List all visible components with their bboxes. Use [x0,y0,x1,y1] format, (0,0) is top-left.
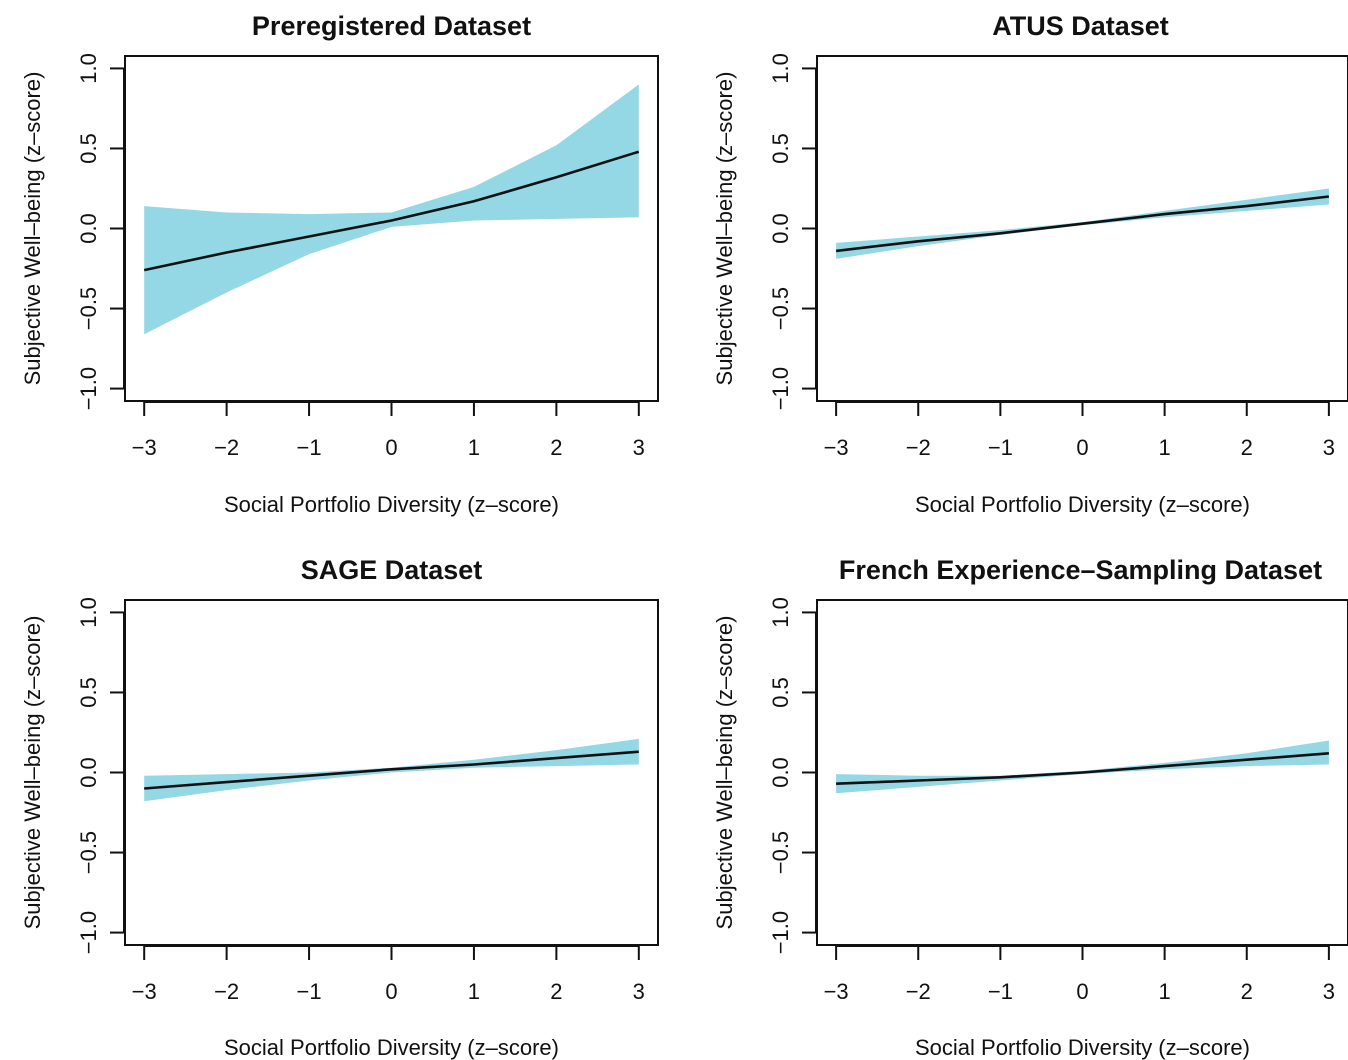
confidence-band [836,740,1329,794]
y-axis-label: Subjective Well–being (z–score) [712,616,737,930]
x-tick-label: −1 [297,435,322,460]
fit-line [143,150,640,272]
chart-panel-1: −3 −2 −1 0 1 2 3 −1.0 −0.5 0.0 0.5 1.0 Preregistered… [20,11,659,517]
x-tick-label: 0 [385,979,397,1004]
chart-panel-4: −3 −2 −1 0 1 2 3 −1.0 −0.5 0.0 0.5 1.0 French Experi… [712,555,1348,1060]
x-tick-label: −1 [988,979,1013,1004]
y-tick-label: −0.5 [768,831,793,874]
x-tick-label: 3 [1323,435,1335,460]
y-axis-label: Subjective Well–being (z–score) [20,72,45,386]
chart-panel-2: −3 −2 −1 0 1 2 3 −1.0 −0.5 0.0 0.5 1.0 ATUS Dataset S… [712,11,1348,517]
x-tick-label: 1 [1159,979,1171,1004]
y-tick-label: 0.5 [768,677,793,708]
y-tick-label: 0.0 [76,757,101,788]
y-tick-label: 1.0 [768,53,793,84]
y-tick-label: −1.0 [768,911,793,954]
y-axis-label: Subjective Well–being (z–score) [20,616,45,930]
chart-title: SAGE Dataset [301,555,483,585]
chart-panel-3: −3 −2 −1 0 1 2 3 −1.0 −0.5 0.0 0.5 1.0 SAGE Dataset S… [20,555,659,1060]
y-tick-label: 0.5 [76,677,101,708]
y-tick-label: −1.0 [768,367,793,410]
y-tick-label: 0.0 [768,213,793,244]
x-tick-label: 3 [633,979,645,1004]
y-tick-label: 0.5 [76,133,101,164]
x-axis-label: Social Portfolio Diversity (z–score) [915,1035,1250,1060]
x-tick-label: −3 [824,979,849,1004]
fit-line [835,195,1330,253]
x-tick-label: 0 [385,435,397,460]
confidence-band [144,84,639,335]
y-tick-label: 0.0 [76,213,101,244]
x-tick-label: −2 [214,979,239,1004]
y-tick-label: 0.0 [768,757,793,788]
x-tick-label: 2 [1241,435,1253,460]
x-tick-label: 0 [1076,979,1088,1004]
chart-title: ATUS Dataset [992,11,1169,41]
fit-line [836,752,1330,785]
y-tick-label: 1.0 [76,597,101,628]
x-axis-label: Social Portfolio Diversity (z–score) [915,492,1250,517]
x-tick-label: 1 [468,979,480,1004]
x-tick-label: −2 [906,979,931,1004]
x-tick-label: −2 [214,435,239,460]
y-tick-label: 1.0 [76,53,101,84]
x-tick-label: 2 [1241,979,1253,1004]
x-tick-label: −1 [297,979,322,1004]
x-tick-label: −2 [906,435,931,460]
y-tick-label: −0.5 [768,287,793,330]
x-tick-label: 3 [633,435,645,460]
x-tick-label: −3 [132,435,157,460]
y-axis-label: Subjective Well–being (z–score) [712,72,737,386]
chart-title: French Experience–Sampling Dataset [839,555,1322,585]
x-tick-label: 2 [550,979,562,1004]
y-tick-label: 1.0 [768,597,793,628]
plot-frame [816,55,1348,402]
x-tick-label: −3 [824,435,849,460]
y-tick-label: −1.0 [76,911,101,954]
x-tick-label: 1 [468,435,480,460]
x-tick-label: 1 [1159,435,1171,460]
x-axis-label: Social Portfolio Diversity (z–score) [224,492,559,517]
x-tick-label: −3 [132,979,157,1004]
x-tick-label: 3 [1323,979,1335,1004]
y-tick-label: −0.5 [76,287,101,330]
y-tick-label: −1.0 [76,367,101,410]
y-tick-label: −0.5 [76,831,101,874]
y-tick-label: 0.5 [768,133,793,164]
fit-line [144,750,639,790]
x-tick-label: 2 [550,435,562,460]
chart-title: Preregistered Dataset [252,11,531,41]
x-tick-label: 0 [1076,435,1088,460]
x-tick-label: −1 [988,435,1013,460]
x-axis-label: Social Portfolio Diversity (z–score) [224,1035,559,1060]
